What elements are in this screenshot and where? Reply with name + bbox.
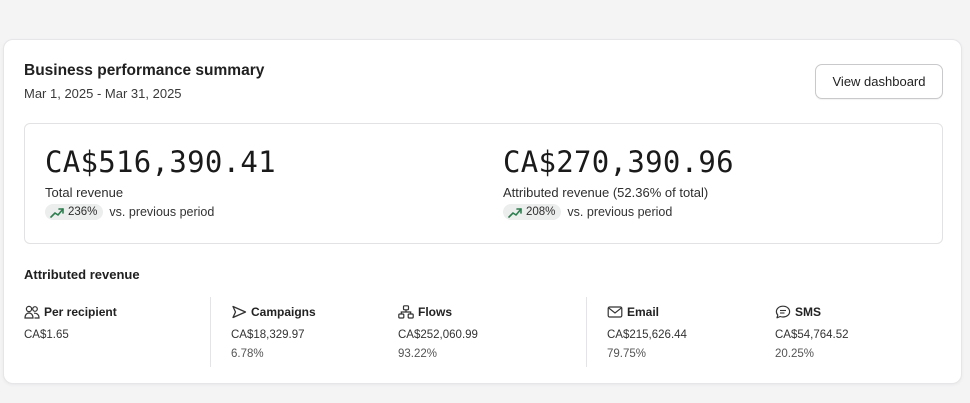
column-divider xyxy=(586,297,587,367)
total-revenue-value: CA$516,390.41 xyxy=(45,145,276,179)
card-title: Business performance summary xyxy=(24,62,265,79)
change-percent: 236% xyxy=(68,206,98,218)
revenue-summary-panel: CA$516,390.41 Total revenue 236% vs. pre… xyxy=(24,123,943,244)
email-column: Email CA$215,626.44 79.75% xyxy=(607,305,687,360)
per-recipient-label: Per recipient xyxy=(44,305,117,319)
flows-header: Flows xyxy=(398,305,478,319)
sms-value: CA$54,764.52 xyxy=(775,329,849,341)
total-revenue-trend: 236% vs. previous period xyxy=(45,204,276,220)
campaigns-value: CA$18,329.97 xyxy=(231,329,305,341)
flows-column: Flows CA$252,060.99 93.22% xyxy=(398,305,478,360)
email-percent: 79.75% xyxy=(607,348,647,360)
change-percent: 208% xyxy=(526,206,556,218)
per-recipient-header: Per recipient xyxy=(24,305,117,319)
flows-value: CA$252,060.99 xyxy=(398,329,478,341)
attributed-revenue-metric: CA$270,390.96 Attributed revenue (52.36%… xyxy=(503,144,734,220)
campaigns-header: Campaigns xyxy=(231,305,316,319)
column-divider xyxy=(210,297,211,367)
per-recipient-value: CA$1.65 xyxy=(24,329,69,341)
per-recipient-column: Per recipient CA$1.65 xyxy=(24,305,117,341)
flows-label: Flows xyxy=(418,305,453,319)
attributed-revenue-label: Attributed revenue (52.36% of total) xyxy=(503,185,709,200)
campaigns-percent: 6.78% xyxy=(231,348,264,360)
attributed-revenue-value: CA$270,390.96 xyxy=(503,145,734,179)
trend-up-icon xyxy=(508,207,522,218)
flows-percent: 93.22% xyxy=(398,348,438,360)
sms-icon xyxy=(775,305,791,319)
view-dashboard-button[interactable]: View dashboard xyxy=(815,64,943,99)
sms-header: SMS xyxy=(775,305,849,319)
attributed-revenue-trend: 208% vs. previous period xyxy=(503,204,734,220)
email-value: CA$215,626.44 xyxy=(607,329,687,341)
people-icon xyxy=(24,305,40,319)
email-label: Email xyxy=(627,305,660,319)
change-suffix: vs. previous period xyxy=(567,205,673,219)
send-icon xyxy=(232,305,247,319)
sms-percent: 20.25% xyxy=(775,348,815,360)
trend-up-icon xyxy=(50,207,64,218)
email-header: Email xyxy=(607,305,687,319)
attributed-revenue-heading: Attributed revenue xyxy=(24,267,140,282)
total-revenue-metric: CA$516,390.41 Total revenue 236% vs. pre… xyxy=(45,144,276,220)
total-revenue-label: Total revenue xyxy=(45,185,124,200)
change-badge: 208% xyxy=(503,204,562,220)
flows-icon xyxy=(398,305,414,319)
change-badge: 236% xyxy=(45,204,104,220)
sms-column: SMS CA$54,764.52 20.25% xyxy=(775,305,849,360)
business-performance-card: Business performance summary Mar 1, 2025… xyxy=(3,39,962,384)
campaigns-column: Campaigns CA$18,329.97 6.78% xyxy=(231,305,316,360)
date-range: Mar 1, 2025 - Mar 31, 2025 xyxy=(24,86,182,101)
campaigns-label: Campaigns xyxy=(251,305,316,319)
sms-label: SMS xyxy=(795,305,822,319)
email-icon xyxy=(607,306,623,318)
change-suffix: vs. previous period xyxy=(109,205,215,219)
